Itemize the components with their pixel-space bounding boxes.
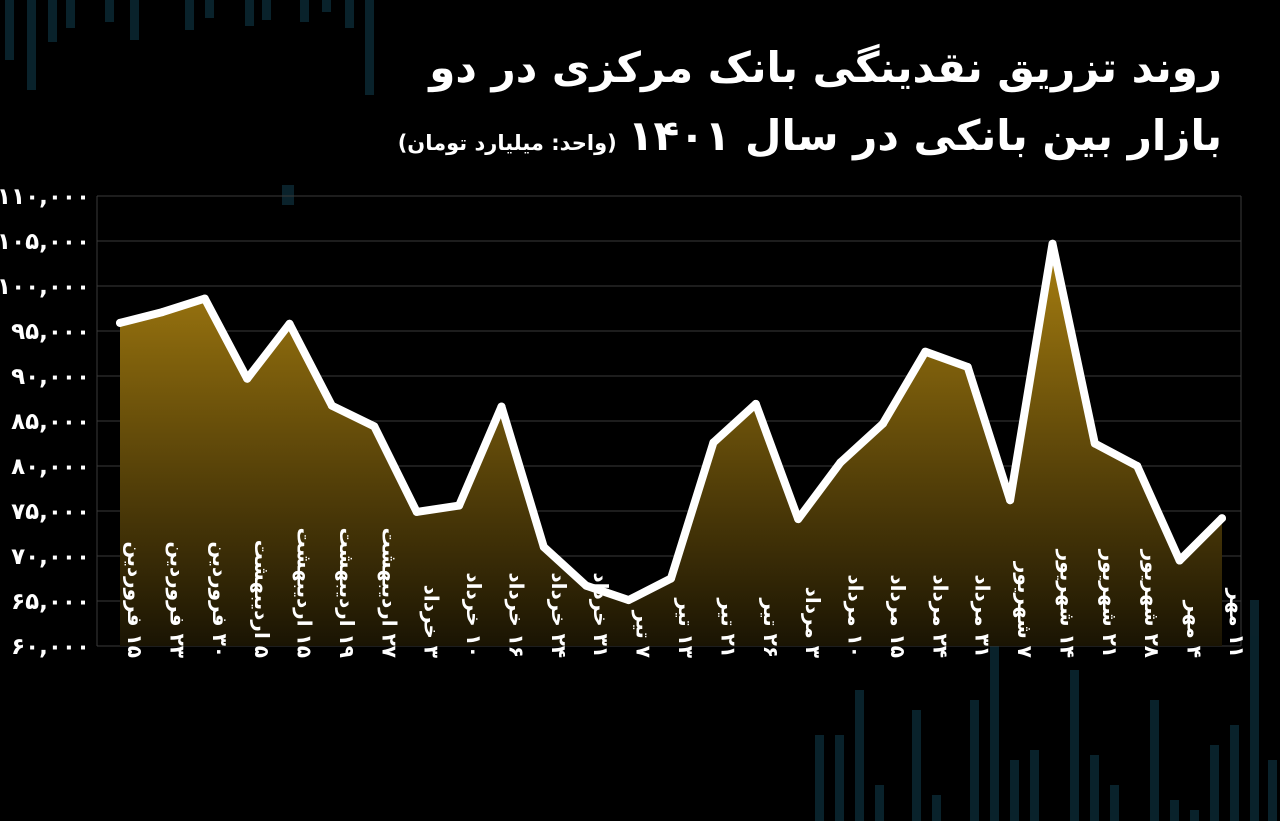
x-tick-label: ۳۰ فروردین <box>208 541 232 658</box>
chart-unit-label: (واحد: میلیارد تومان) <box>397 131 617 155</box>
data-point <box>667 574 675 583</box>
y-tick-label: ۶۰,۰۰۰ <box>11 634 90 660</box>
data-point <box>1218 514 1226 523</box>
chart-title-line2-text: بازار بین بانکی در سال ۱۴۰۱ <box>627 111 1222 160</box>
x-tick-label: ۲۶ تیر <box>759 598 783 659</box>
x-tick-label: ۲۴ خرداد <box>547 572 571 658</box>
data-point <box>836 458 845 467</box>
x-tick-label: ۲۴ مرداد <box>928 574 952 658</box>
x-tick-label: ۲۸ شهریور <box>1140 549 1164 658</box>
area-fill-layer <box>120 243 1222 646</box>
data-point <box>327 401 336 410</box>
data-point <box>455 501 464 510</box>
data-point <box>116 318 124 327</box>
data-point <box>1006 496 1015 505</box>
y-axis-tick-labels: ۶۰,۰۰۰ ۶۵,۰۰۰ ۷۰,۰۰۰ ۷۵,۰۰۰ ۸۰,۰۰۰ ۸۵,۰۰۰ ۹۰,۰… <box>0 184 90 660</box>
y-tick-label: ۸۵,۰۰۰ <box>11 409 90 435</box>
x-tick-label: ۲۷ اردیبهشت <box>377 528 401 658</box>
chart-title-line2: بازار بین بانکی در سال ۱۴۰۱ (واحد: میلیا… <box>398 108 1222 164</box>
x-tick-label: ۳۱ مرداد <box>971 574 995 658</box>
x-tick-label: ۲۱ شهریور <box>1098 549 1122 658</box>
data-point <box>1048 239 1057 248</box>
data-point <box>412 507 421 516</box>
x-tick-label: ۱۰ خرداد <box>462 572 486 658</box>
data-point <box>1133 462 1142 470</box>
data-point <box>709 438 718 447</box>
data-point <box>921 347 930 356</box>
y-tick-label: ۹۰,۰۰۰ <box>11 364 90 390</box>
data-point <box>243 374 252 383</box>
y-tick-label: ۱۱۰,۰۰۰ <box>0 184 90 210</box>
data-point <box>1090 439 1099 448</box>
chart-title-line1: روند تزریق نقدینگی بانک مرکزی در دو <box>429 43 1222 92</box>
x-tick-label: ۲۳ فروردین <box>165 541 189 658</box>
data-point <box>539 543 548 551</box>
x-tick-label: ۲۱ تیر <box>716 598 740 659</box>
x-tick-label: ۱۱ مهر <box>1225 588 1249 658</box>
x-tick-label: ۱۰ مرداد <box>844 574 868 658</box>
data-point <box>751 399 760 408</box>
data-point <box>370 422 379 431</box>
x-tick-label: ۵ اردیبهشت <box>250 540 274 658</box>
x-axis-tick-labels: ۱۵ فروردین ۲۳ فروردین ۳۰ فروردین ۵ اردیبهشت… <box>123 528 1249 658</box>
data-point <box>158 308 167 317</box>
x-tick-label: ۱۵ اردیبهشت <box>293 528 317 658</box>
y-tick-label: ۷۵,۰۰۰ <box>11 499 90 525</box>
x-tick-label: ۱۵ مرداد <box>886 574 910 658</box>
data-point <box>497 402 506 411</box>
x-tick-label: ۱۳ تیر <box>674 598 698 659</box>
data-point <box>200 294 209 303</box>
x-tick-label: ۱۹ اردیبهشت <box>335 528 359 658</box>
y-tick-label: ۶۵,۰۰۰ <box>11 589 90 615</box>
x-tick-label: ۱۴ شهریور <box>1055 549 1079 658</box>
x-tick-label: ۳ خرداد <box>420 585 444 658</box>
data-point <box>624 596 633 605</box>
x-tick-label: ۳ مرداد <box>801 587 825 658</box>
x-tick-label: ۷ تیر <box>632 610 656 658</box>
y-tick-label: ۷۰,۰۰۰ <box>11 544 90 570</box>
x-tick-label: ۴ مهر <box>1183 600 1207 658</box>
data-point <box>582 581 591 590</box>
data-point <box>878 419 887 428</box>
series-area <box>120 243 1222 646</box>
data-point <box>285 319 294 328</box>
x-tick-label: ۱۵ فروردین <box>123 541 147 658</box>
x-tick-label: ۳۱ خرداد <box>589 572 613 658</box>
y-tick-label: ۸۰,۰۰۰ <box>11 454 90 480</box>
y-tick-label: ۱۰۵,۰۰۰ <box>0 229 90 255</box>
x-tick-label: ۱۶ خرداد <box>504 572 528 658</box>
data-point <box>1175 556 1184 565</box>
series-line-layer <box>116 239 1226 605</box>
y-tick-label: ۹۵,۰۰۰ <box>11 319 90 345</box>
chart-title-block: روند تزریق نقدینگی بانک مرکزی در دو بازا… <box>398 38 1222 164</box>
data-point <box>794 515 803 524</box>
data-point <box>963 363 972 371</box>
y-tick-label: ۱۰۰,۰۰۰ <box>0 274 90 300</box>
x-tick-label: ۷ شهریور <box>1013 561 1037 658</box>
